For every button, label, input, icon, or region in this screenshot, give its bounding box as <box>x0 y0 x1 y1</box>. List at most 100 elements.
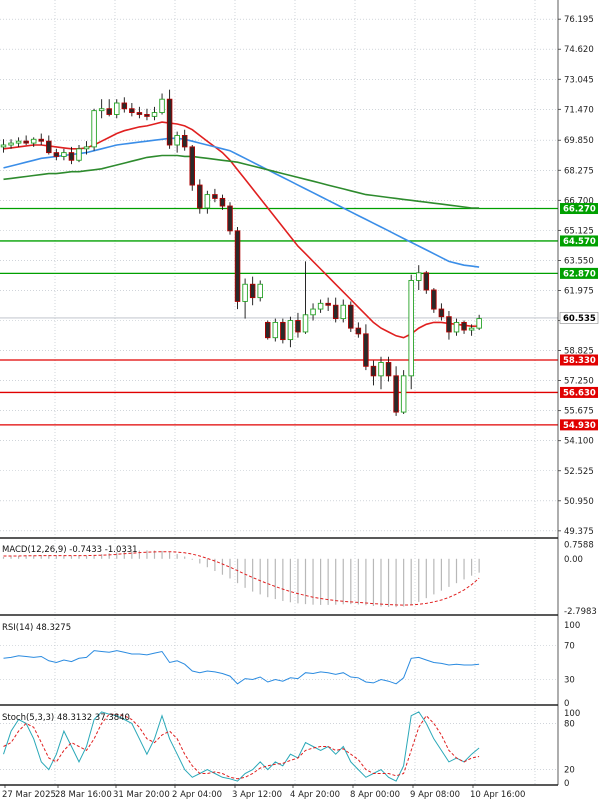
candle <box>340 299 347 323</box>
candle-body <box>219 197 226 207</box>
stoch-tick-label: 100 <box>564 709 580 719</box>
candle <box>355 322 362 338</box>
candle <box>287 316 294 348</box>
candle-body <box>76 148 82 161</box>
level-tag <box>560 354 598 366</box>
candle <box>61 148 67 161</box>
candle <box>453 318 460 336</box>
candle <box>385 356 392 382</box>
stoch-label: Stoch(5,3,3) 48.3132 37.3840 <box>2 713 130 723</box>
candle-body <box>461 321 467 331</box>
stoch-tick-label: 0 <box>564 779 569 789</box>
time-tick-label: 28 Mar 16:00 <box>55 790 112 800</box>
candle <box>76 144 82 163</box>
candle-body <box>423 272 430 291</box>
candle-body <box>181 135 188 148</box>
time-tick-label: 4 Apr 20:00 <box>290 790 340 800</box>
moving-average-line <box>3 137 480 268</box>
candle <box>393 366 399 416</box>
candle <box>317 299 324 313</box>
candle <box>423 270 430 294</box>
candle <box>265 320 271 340</box>
price-tick-label: 74.620 <box>564 45 594 55</box>
candle <box>302 261 309 334</box>
candle <box>370 360 377 386</box>
candle <box>476 314 482 331</box>
moving-averages <box>3 121 480 339</box>
candle <box>174 131 180 153</box>
candle-body <box>68 152 75 161</box>
candle <box>46 135 52 155</box>
candle <box>136 106 143 119</box>
candle <box>53 148 60 161</box>
price-tick-label: 57.250 <box>564 377 594 387</box>
stoch-k-line <box>3 711 480 782</box>
candle-body <box>61 152 67 157</box>
candle <box>378 356 384 390</box>
candle <box>151 106 158 121</box>
candle <box>166 89 173 149</box>
candle-body <box>136 112 143 115</box>
candle-body <box>91 110 97 148</box>
candle <box>204 190 211 214</box>
candle-body <box>257 283 263 299</box>
stoch-tick-label: 80 <box>564 719 575 729</box>
level-tag-label: 64.570 <box>563 237 596 247</box>
price-tick-label: 61.975 <box>564 286 594 296</box>
candle <box>23 135 29 145</box>
time-tick-label: 2 Apr 04:00 <box>172 790 222 800</box>
candle-body <box>272 321 279 339</box>
candle-body <box>295 320 301 333</box>
candle-body <box>227 205 233 232</box>
price-tick-label: 66.700 <box>564 196 594 206</box>
candle-body <box>23 140 29 144</box>
stoch-tick-label: 20 <box>564 766 575 776</box>
candle-body <box>204 194 211 209</box>
candle-body <box>144 114 150 117</box>
candle-body <box>446 316 452 333</box>
candle-body <box>363 333 369 367</box>
candle-body <box>15 140 22 144</box>
current-price-label: 60.535 <box>563 314 596 324</box>
candle <box>129 103 135 117</box>
candle-body <box>83 146 90 150</box>
macd-tick-label: 0.00 <box>564 555 583 565</box>
rsi-label: RSI(14) 48.3275 <box>2 623 71 633</box>
level-tag-label: 56.630 <box>563 388 596 398</box>
moving-average-line <box>3 121 480 339</box>
candle-body <box>453 321 460 333</box>
candle-body <box>189 146 195 186</box>
candle-body <box>121 102 128 110</box>
level-tag-label: 54.930 <box>563 421 596 431</box>
panel-frames <box>0 537 558 786</box>
candle <box>113 99 120 119</box>
candle-body <box>325 302 331 306</box>
candle <box>98 99 105 119</box>
level-tag <box>560 419 598 431</box>
price-levels <box>0 207 558 426</box>
candle-body <box>348 304 354 329</box>
candle <box>310 303 316 321</box>
candle <box>431 288 437 313</box>
candle <box>461 320 467 334</box>
level-tag <box>560 203 598 215</box>
candle <box>295 312 301 338</box>
price-tick-label: 49.375 <box>564 527 594 537</box>
candle-body <box>378 362 384 377</box>
price-tick-label: 63.550 <box>564 256 594 266</box>
candle <box>348 301 354 332</box>
macd-label: MACD(12,26,9) -0.7433 -1.0331 <box>2 545 138 555</box>
candle-body <box>355 327 362 335</box>
candle <box>121 97 128 113</box>
candle-body <box>242 283 248 302</box>
candle-body <box>340 304 347 320</box>
candle-body <box>234 230 241 302</box>
candle-body <box>46 140 52 154</box>
candle <box>212 188 218 203</box>
rsi-panel: RSI(14) 48.3275 100 70 30 0 <box>0 621 580 709</box>
candle <box>332 297 339 323</box>
price-tick-label: 50.950 <box>564 497 594 507</box>
candle-body <box>98 108 105 112</box>
candle-body <box>249 283 256 299</box>
